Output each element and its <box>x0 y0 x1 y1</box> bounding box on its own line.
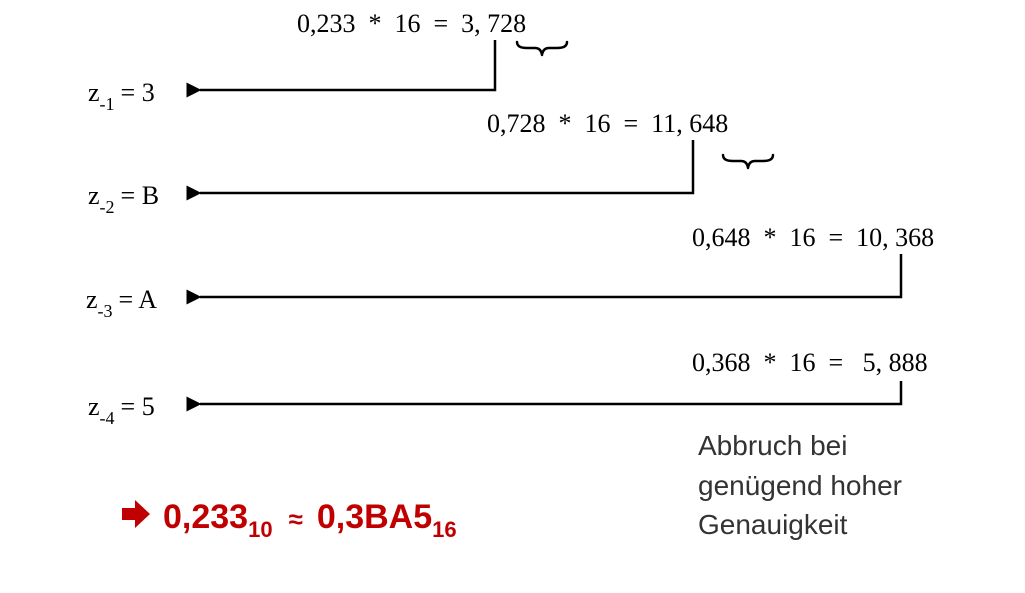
note-line-3: Genauigkeit <box>698 509 848 540</box>
arrow-step-4 <box>186 381 903 412</box>
note-line-2: genügend hoher <box>698 470 902 501</box>
brace-step-1 <box>515 40 569 57</box>
digit-z-3: z-3 = A <box>86 285 157 321</box>
arrow-step-3 <box>186 254 903 305</box>
brace-step-2 <box>721 153 775 170</box>
calc-step-1: 0,233 * 16 = 3, 728 <box>297 9 526 38</box>
calc-step-4: 0,368 * 16 = 5, 888 <box>692 348 928 377</box>
calc-step-3: 0,648 * 16 = 10, 368 <box>692 223 934 252</box>
digit-z-2: z-2 = B <box>88 181 159 217</box>
calc-step-2: 0,728 * 16 = 11, 648 <box>487 109 728 138</box>
result-equation: 0,23310 ≈0,3BA516 <box>163 498 457 542</box>
note-line-1: Abbruch bei <box>698 430 847 461</box>
digit-z-4: z-4 = 5 <box>88 392 155 428</box>
arrow-step-1 <box>186 40 497 98</box>
right-arrow-icon <box>122 500 150 528</box>
arrow-step-2 <box>186 140 695 201</box>
digit-z-1: z-1 = 3 <box>88 78 155 114</box>
